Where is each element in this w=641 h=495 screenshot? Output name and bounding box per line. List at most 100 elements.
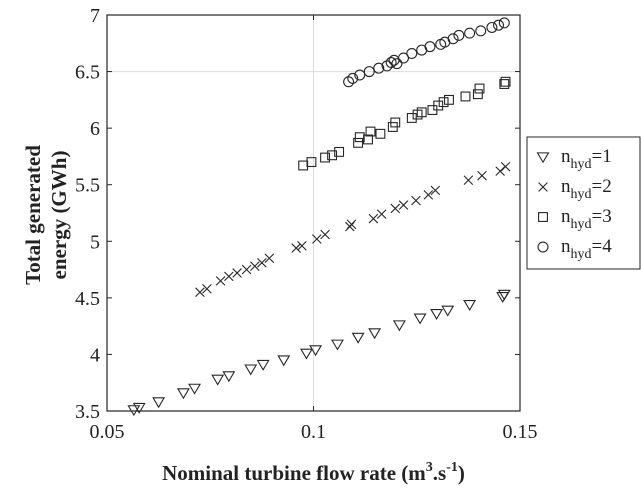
data-point — [188, 383, 202, 395]
y-tick-label: 4.5 — [75, 288, 100, 310]
legend-label: nhyd=1 — [561, 146, 612, 172]
data-point — [373, 62, 385, 74]
series-4 — [343, 17, 510, 88]
legend-label: nhyd=2 — [561, 176, 612, 202]
legend-item-3: nhyd=3 — [538, 206, 612, 232]
data-point — [472, 89, 483, 100]
data-point — [398, 200, 409, 210]
data-point — [327, 150, 338, 161]
legend-label: nhyd=3 — [561, 206, 612, 232]
data-point — [354, 69, 366, 81]
y-tick-label: 7 — [90, 5, 100, 27]
x-tick-label: 0.15 — [503, 421, 538, 443]
data-point — [477, 170, 487, 181]
legend-marker — [538, 182, 548, 192]
data-point — [195, 287, 205, 297]
legend-label: nhyd=4 — [561, 236, 612, 262]
y-tick-label: 6 — [90, 118, 100, 140]
data-point — [347, 72, 359, 84]
y-tick-label: 6.5 — [75, 62, 100, 84]
legend-marker — [537, 241, 549, 253]
data-point — [363, 66, 375, 78]
data-point — [464, 27, 476, 39]
data-point — [438, 97, 449, 108]
data-point — [406, 47, 418, 59]
series-1 — [127, 289, 511, 417]
data-point — [413, 313, 427, 325]
data-point — [463, 299, 477, 311]
data-point — [444, 94, 454, 105]
data-point — [475, 25, 487, 37]
data-point — [499, 79, 510, 89]
data-point — [300, 348, 313, 360]
legend-item-1: nhyd=1 — [536, 146, 612, 172]
data-point — [250, 261, 260, 271]
y-axis-title: Total generatedenergy (GWh) — [21, 145, 71, 285]
data-point — [312, 234, 322, 244]
data-point — [424, 41, 436, 53]
legend-item-4: nhyd=4 — [537, 236, 612, 262]
data-point — [256, 359, 270, 371]
data-point — [498, 17, 510, 29]
series-2 — [195, 161, 511, 297]
data-point — [486, 21, 498, 33]
data-point — [132, 402, 146, 414]
data-point — [211, 374, 225, 386]
data-point — [152, 397, 166, 409]
data-point — [264, 253, 275, 264]
data-point — [433, 100, 444, 111]
data-point — [423, 190, 434, 200]
data-point — [406, 113, 417, 123]
data-point — [497, 289, 511, 301]
y-axis-title-line2: energy (GWh) — [47, 151, 71, 280]
data-point — [222, 371, 236, 383]
plot-points — [127, 17, 511, 417]
data-point — [385, 57, 397, 69]
data-point — [390, 117, 401, 128]
data-point — [351, 332, 365, 344]
data-point — [474, 83, 485, 94]
data-point — [500, 76, 511, 87]
y-tick-label: 4 — [90, 344, 100, 366]
legend-box — [526, 136, 641, 270]
data-point — [244, 364, 258, 376]
data-point — [441, 305, 455, 317]
data-point — [291, 243, 301, 253]
data-point — [447, 33, 459, 45]
legend-marker — [536, 152, 550, 164]
data-point — [391, 58, 403, 70]
data-point — [463, 175, 474, 185]
data-point — [215, 276, 226, 286]
data-point — [493, 19, 505, 31]
data-point — [411, 195, 421, 206]
data-point — [277, 355, 291, 367]
data-point — [453, 29, 465, 41]
data-point — [368, 213, 379, 224]
data-point — [376, 209, 387, 219]
data-point — [430, 185, 441, 196]
data-point — [224, 271, 234, 282]
data-point — [390, 203, 401, 214]
data-point — [365, 126, 376, 137]
data-point — [309, 345, 323, 357]
data-point — [257, 257, 267, 268]
grid — [107, 15, 520, 411]
data-point — [176, 388, 190, 400]
legend-item-2: nhyd=2 — [538, 176, 612, 202]
data-point — [495, 166, 505, 176]
data-point — [241, 264, 252, 275]
data-point — [343, 76, 355, 88]
y-tick-label: 3.5 — [75, 401, 100, 423]
data-point — [430, 309, 444, 321]
data-point — [392, 320, 406, 332]
data-point — [320, 229, 330, 240]
data-point — [306, 157, 317, 168]
legend: nhyd=1 nhyd=2 nhyd=3 nhyd=4 — [526, 136, 641, 270]
ticks: 0.05 0.1 0.15 3.5 4 4.5 5 5.5 6 6.5 7 — [75, 5, 538, 443]
data-point — [330, 339, 344, 351]
data-point — [202, 284, 212, 294]
data-point — [416, 107, 427, 118]
data-point — [368, 328, 382, 340]
data-point — [232, 268, 242, 278]
